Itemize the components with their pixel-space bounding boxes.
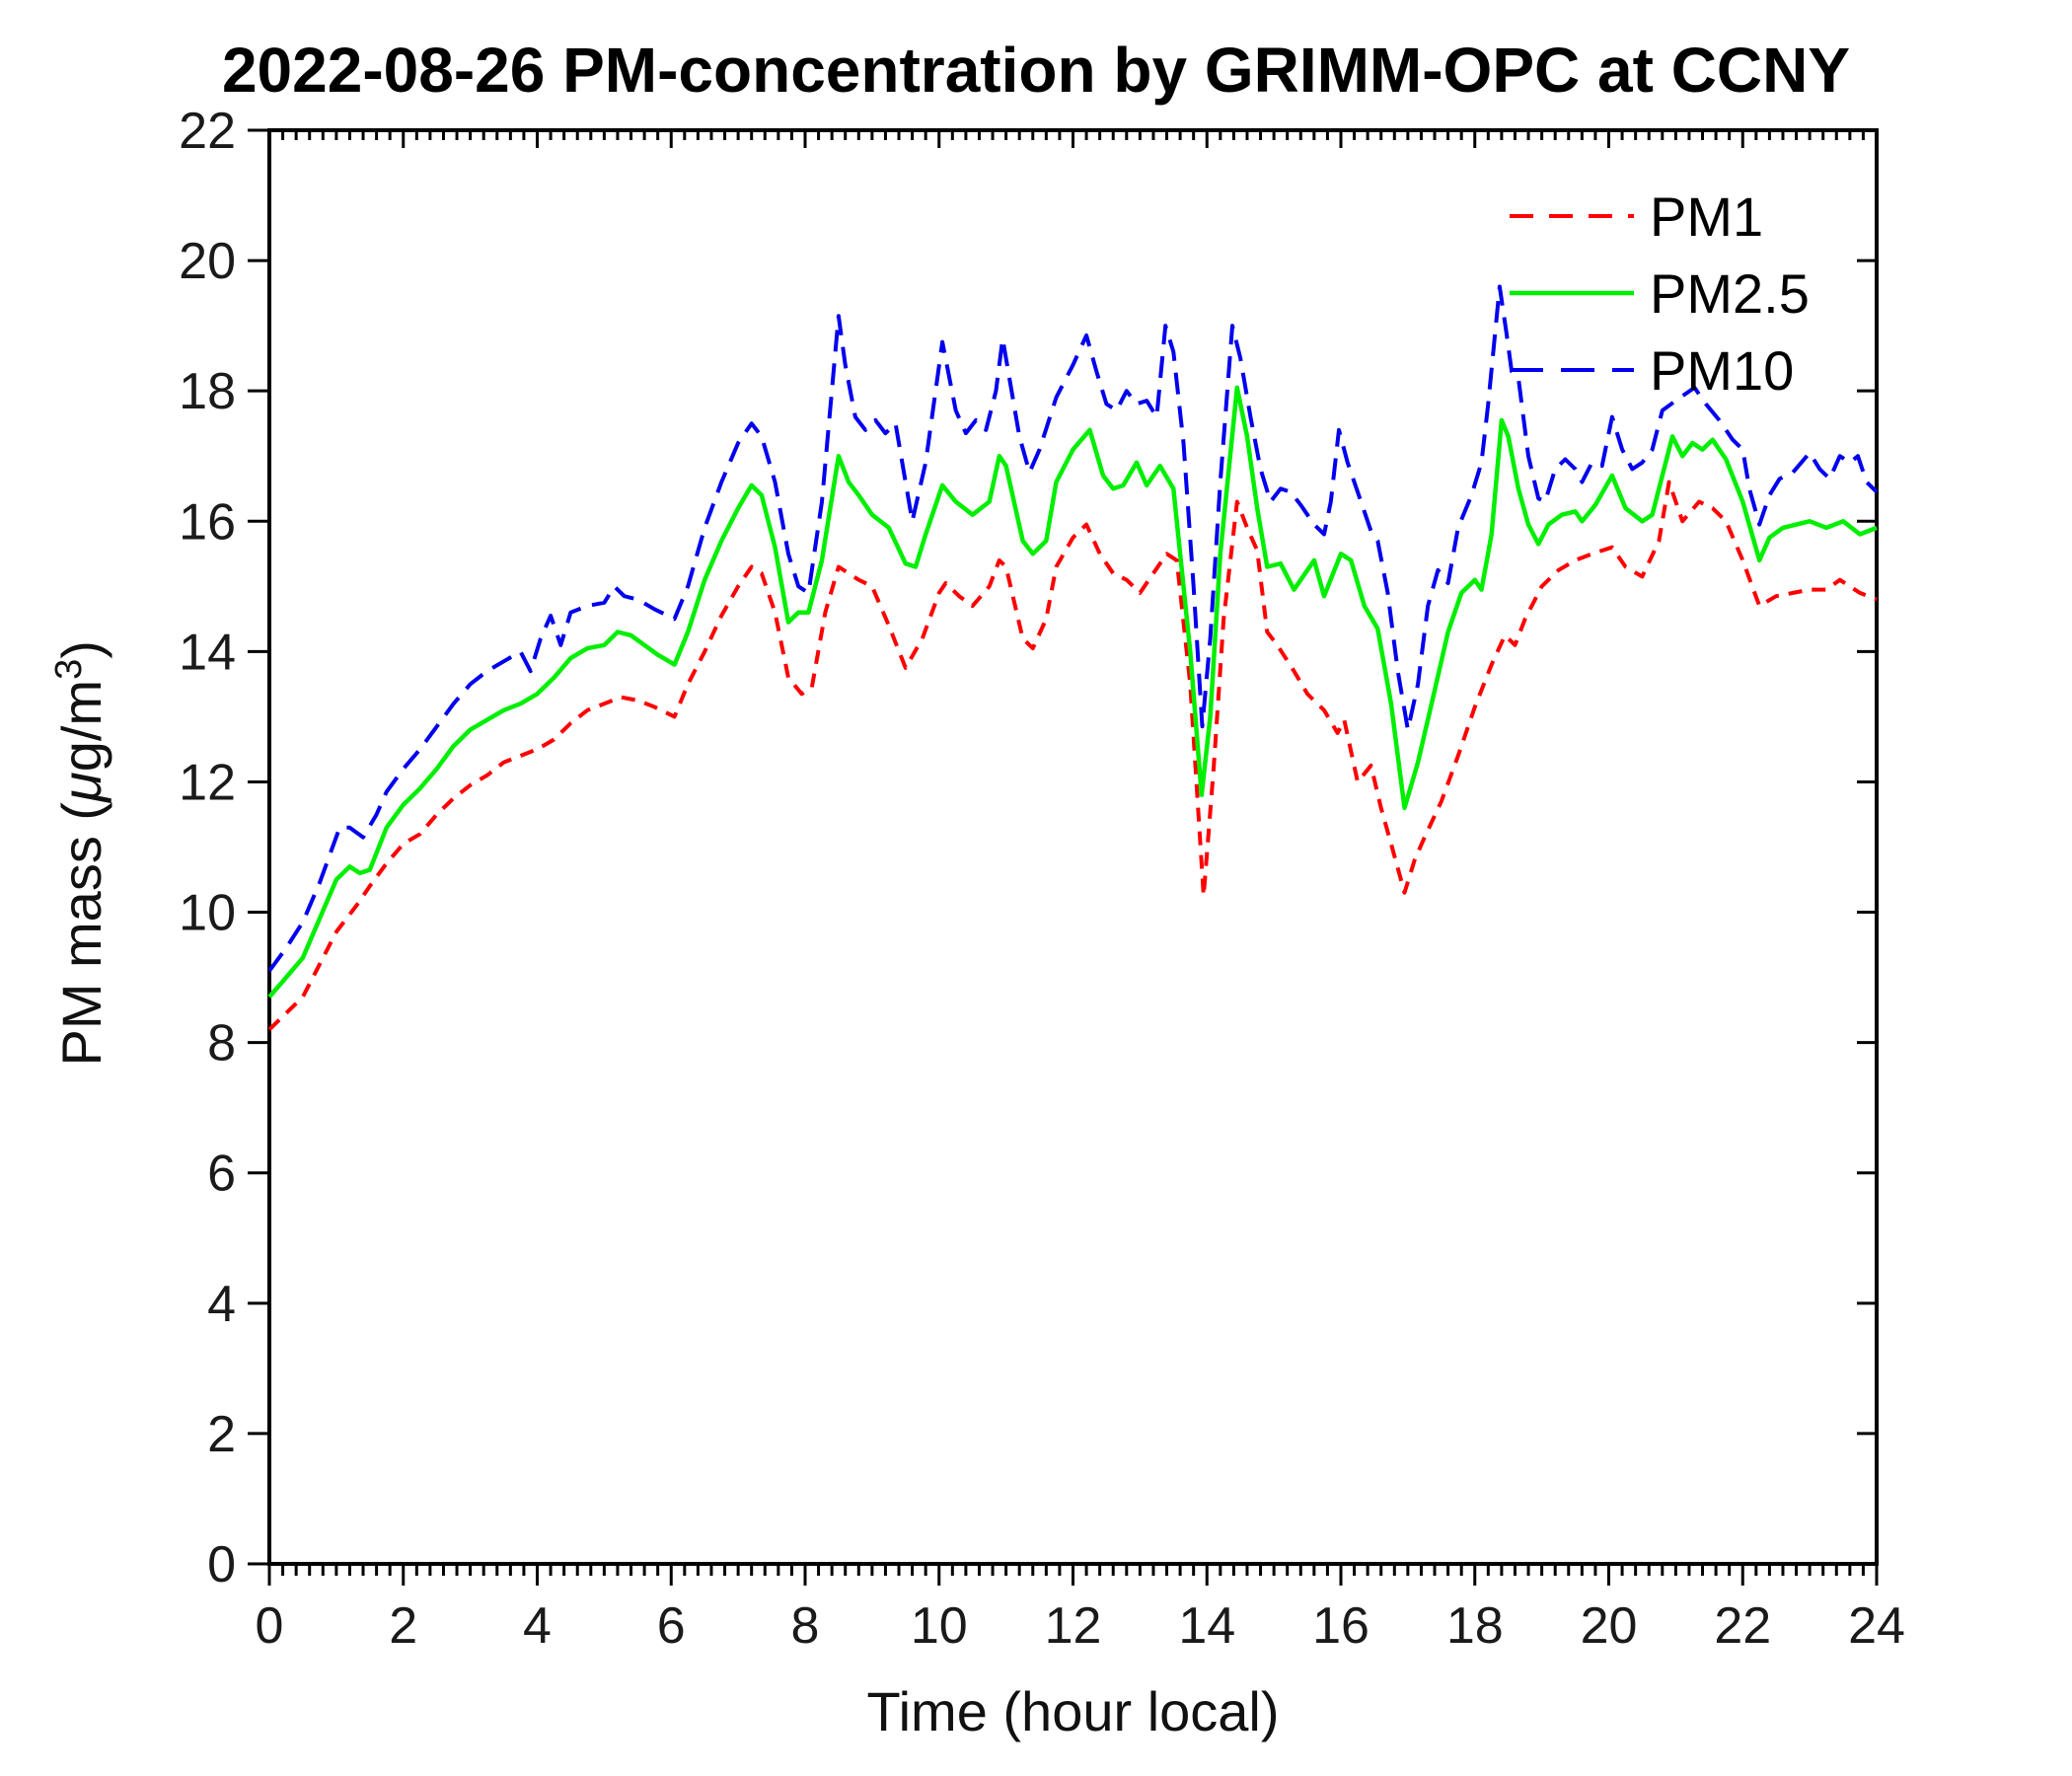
x-tick-label: 2 [389,1597,417,1655]
x-tick-label: 20 [1581,1597,1638,1655]
x-tick-label: 4 [523,1597,552,1655]
pm10-line [267,284,1879,973]
x-tick-label: 18 [1446,1597,1504,1655]
y-tick-label: 0 [207,1536,236,1593]
x-tick-label: 16 [1312,1597,1369,1655]
legend: PM1 PM2.5 PM10 [1508,178,1810,408]
legend-row-pm10: PM10 [1508,332,1810,408]
y-tick-label: 4 [207,1276,236,1333]
y-tick-label: 14 [179,624,236,681]
legend-line-sample [1510,368,1634,372]
y-tick-label: 16 [179,493,236,551]
legend-label-pm10: PM10 [1650,338,1795,402]
y-tick-label: 20 [179,233,236,290]
y-tick-label: 2 [207,1406,236,1463]
y-axis-label: PM mass (μg/m3) [48,449,113,1258]
legend-line-sample [1510,214,1634,218]
legend-row-pm25: PM2.5 [1508,255,1810,332]
y-axis-label-post: ) [49,640,112,659]
x-tick-label: 0 [256,1597,284,1655]
y-tick-label: 10 [179,885,236,942]
y-axis-label-pre: PM mass ( [49,801,112,1067]
legend-row-pm1: PM1 [1508,178,1810,255]
x-tick-label: 24 [1848,1597,1905,1655]
legend-label-pm25: PM2.5 [1650,261,1810,325]
legend-line-sample [1510,290,1634,296]
y-tick-label: 22 [179,103,236,160]
y-tick-label: 8 [207,1015,236,1073]
x-tick-label: 10 [911,1597,968,1655]
x-tick-label: 12 [1045,1597,1102,1655]
y-axis-label-mid: g/m [49,679,112,773]
y-tick-label: 12 [179,754,236,811]
x-axis-label: Time (hour local) [866,1680,1280,1742]
y-tick-label: 6 [207,1146,236,1203]
x-tick-label: 22 [1714,1597,1771,1655]
x-tick-label: 8 [791,1597,820,1655]
legend-label-pm1: PM1 [1650,185,1764,248]
x-tick-label: 14 [1178,1597,1235,1655]
pm25-line [267,385,1878,999]
chart-title: 2022-08-26 PM-concentration by GRIMM-OPC… [221,35,1851,106]
y-tick-label: 18 [179,363,236,420]
pm1-line [267,480,1878,1031]
x-tick-label: 6 [657,1597,686,1655]
y-axis-label-sup: 3 [48,658,91,680]
mu-symbol: μ [49,772,112,802]
